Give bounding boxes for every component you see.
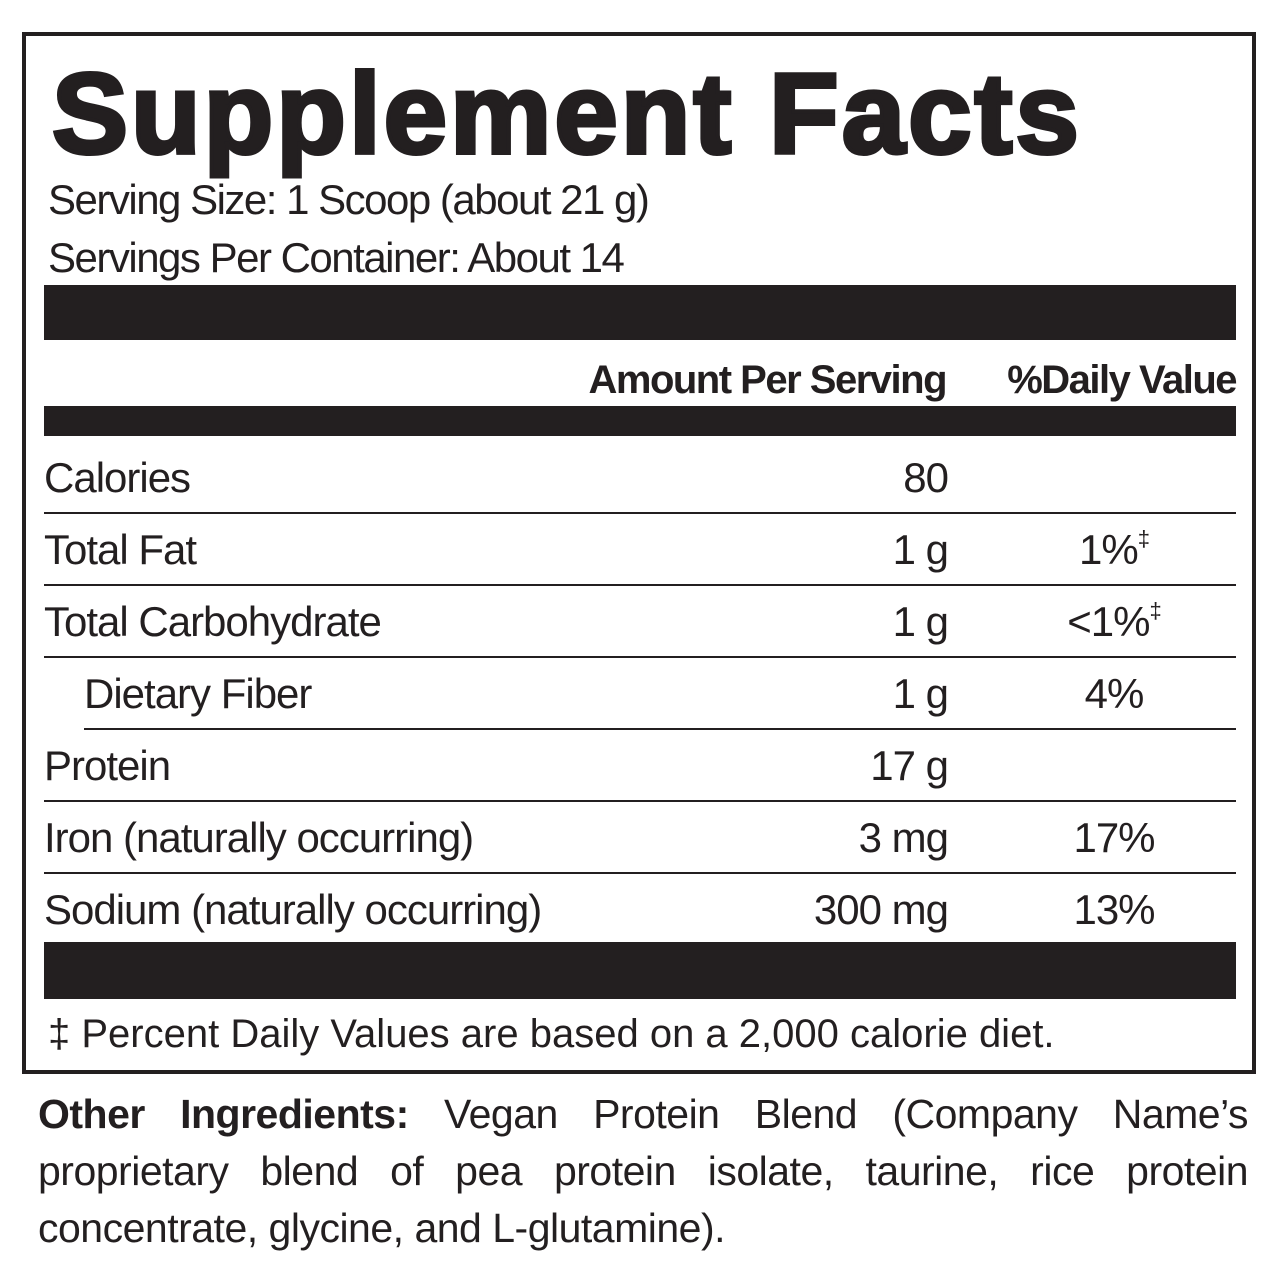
divider-bar <box>44 285 1236 340</box>
nutrient-amount: 3 mg <box>858 814 949 861</box>
nutrient-dv: 1%‡ <box>1054 526 1174 574</box>
other-ingredients: Other Ingredients: Vegan Protein Blend (… <box>38 1086 1249 1257</box>
nutrient-name: Protein <box>44 742 171 789</box>
ingredients-label: Other Ingredients: <box>38 1091 409 1137</box>
dv-value: <1% <box>1067 598 1150 645</box>
nutrient-amount: 1 g <box>892 670 949 717</box>
nutrient-amount: 17 g <box>870 742 949 789</box>
divider-bar <box>44 406 1236 436</box>
nutrient-amount: 300 mg <box>813 886 949 933</box>
daily-value-header: %Daily Value <box>1007 358 1237 402</box>
nutrient-row: Dietary Fiber 1 g 4% <box>84 658 1236 730</box>
facts-panel: Supplement Facts Serving Size: 1 Scoop (… <box>22 32 1256 1074</box>
nutrient-name: Dietary Fiber <box>84 670 312 717</box>
nutrient-amount: 80 <box>903 454 949 501</box>
nutrient-amount: 1 g <box>892 598 949 645</box>
nutrient-dv: 17% <box>1073 814 1155 861</box>
nutrient-row: Protein 17 g <box>44 730 1236 802</box>
dv-value: 1% <box>1079 526 1139 573</box>
nutrient-row: Iron (naturally occurring) 3 mg 17% <box>44 802 1236 874</box>
dv-mark: ‡ <box>1137 526 1150 551</box>
ingredients-text: Vegan Protein Blend (Company Name’s prop… <box>38 1091 1249 1251</box>
nutrient-name: Total Fat <box>44 526 197 573</box>
nutrient-name: Iron (naturally occurring) <box>44 814 474 861</box>
nutrient-name: Total Carbohydrate <box>44 598 382 645</box>
nutrient-row: Total Fat 1 g 1%‡ <box>44 514 1236 586</box>
divider-bar <box>44 942 1236 999</box>
nutrient-row: Sodium (naturally occurring) 300 mg 13% <box>44 874 1236 944</box>
nutrient-amount: 1 g <box>892 526 949 573</box>
nutrient-dv: <1%‡ <box>1054 598 1174 646</box>
nutrient-dv: 4% <box>1084 670 1145 717</box>
nutrient-row: Calories 80 <box>44 442 1236 514</box>
servings-per-container: Servings Per Container: About 14 <box>48 234 625 281</box>
serving-size: Serving Size: 1 Scoop (about 21 g) <box>48 176 650 223</box>
nutrient-dv: 13% <box>1073 886 1155 933</box>
nutrient-row: Total Carbohydrate 1 g <1%‡ <box>44 586 1236 658</box>
title: Supplement Facts <box>50 51 1082 178</box>
footnote: ‡ Percent Daily Values are based on a 2,… <box>48 1012 1055 1056</box>
nutrient-name: Sodium (naturally occurring) <box>44 886 542 933</box>
nutrient-name: Calories <box>44 454 191 501</box>
amount-header: Amount Per Serving <box>588 358 947 402</box>
dv-mark: ‡ <box>1149 598 1161 623</box>
